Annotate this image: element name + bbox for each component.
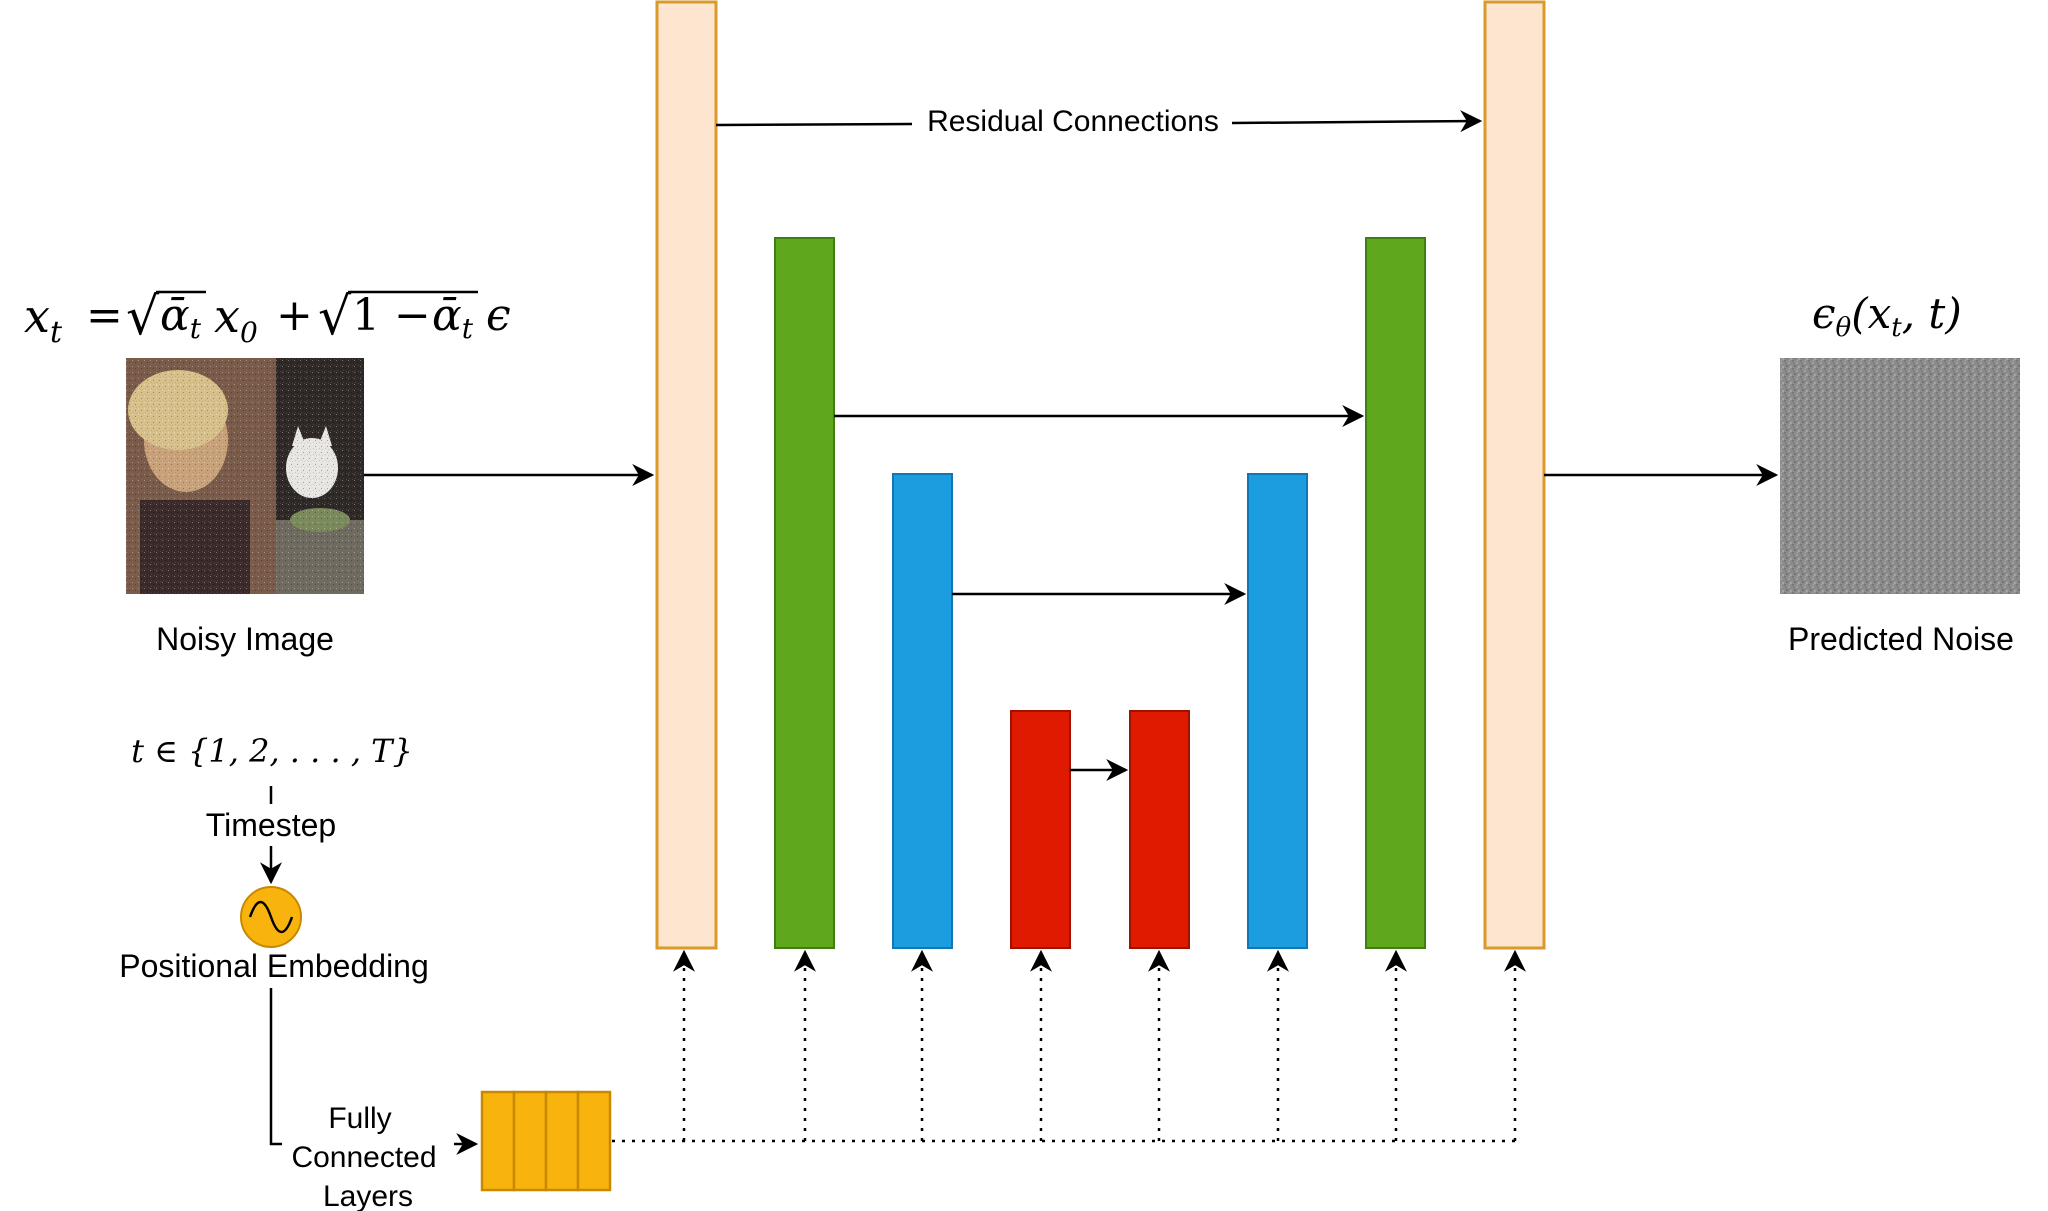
residual-connection-top: Residual Connections — [715, 105, 1483, 138]
timestep-label: Timestep — [206, 807, 336, 843]
fc-label-line-3: Layers — [323, 1180, 413, 1211]
noisy-image-label: Noisy Image — [156, 621, 334, 657]
timestep-set: t ∈ {1, 2, . . . , T} — [131, 732, 413, 770]
encoder-block-2 — [774, 237, 835, 949]
decoder-block-2 — [1365, 237, 1426, 949]
svg-text:xt: xt — [24, 289, 63, 350]
bottleneck-block-right — [1129, 710, 1190, 949]
svg-text:√: √ — [126, 287, 160, 347]
svg-text:ϵθ(xt, t): ϵθ(xt, t) — [1812, 289, 1962, 343]
fc-label-line-1: Fully — [328, 1102, 391, 1135]
svg-text:ᾱt: ᾱt — [432, 290, 474, 345]
bottleneck-block-left — [1010, 710, 1071, 949]
svg-text:+: + — [276, 290, 313, 341]
svg-text:ϵ: ϵ — [486, 290, 511, 341]
positional-embedding-label: Positional Embedding — [119, 948, 429, 984]
svg-text:ᾱt: ᾱt — [160, 290, 202, 345]
predicted-noise-label: Predicted Noise — [1788, 621, 2014, 657]
decoder-block-3 — [1247, 473, 1308, 949]
residual-connections-label: Residual Connections — [927, 105, 1219, 138]
predicted-noise-image — [1780, 358, 2020, 594]
fc-label-line-2: Connected — [291, 1141, 436, 1174]
encoder-block-1 — [655, 0, 718, 950]
predicted-noise-formula: ϵθ(xt, t) — [1812, 289, 1962, 343]
conditioning-bus — [612, 949, 1526, 1143]
svg-text:√: √ — [318, 287, 352, 347]
encoder-block-3 — [892, 473, 953, 949]
noisy-image — [126, 358, 364, 594]
svg-text:x0: x0 — [214, 289, 258, 349]
svg-text:1 −: 1 − — [352, 290, 431, 341]
decoder-block-1 — [1483, 0, 1546, 950]
svg-text:=: = — [86, 290, 123, 341]
sine-wave-icon — [240, 886, 302, 948]
noisy-image-equation: xt = √ ᾱt x0 + √ 1 − ᾱt ϵ — [24, 287, 511, 350]
fully-connected-layers — [480, 1090, 612, 1192]
